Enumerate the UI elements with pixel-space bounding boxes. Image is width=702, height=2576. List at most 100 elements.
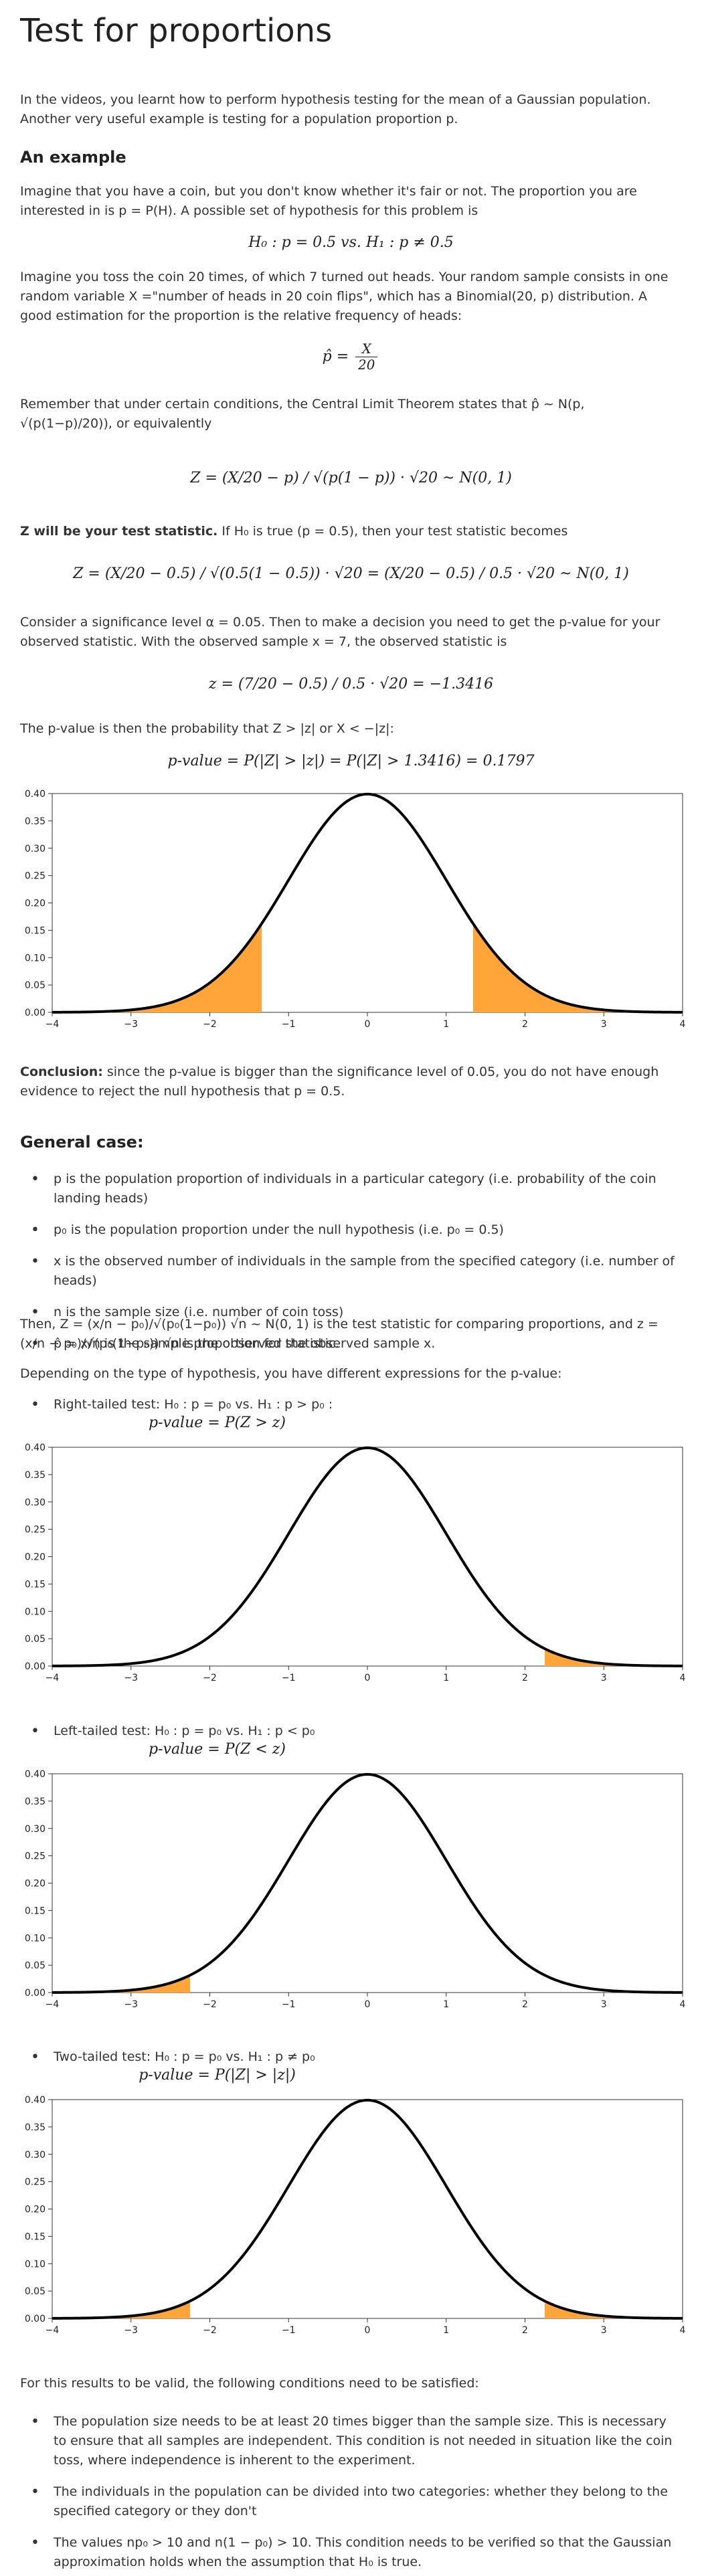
- x-tick-label: −3: [124, 1673, 138, 1683]
- y-tick-label: 0.00: [25, 1661, 46, 1672]
- shaded-region: [52, 923, 262, 1012]
- shaded-region: [52, 1975, 191, 1993]
- condition-item: The population size needs to be at least…: [20, 2412, 683, 2470]
- y-tick-label: 0.20: [25, 2205, 46, 2215]
- x-tick-label: −1: [282, 1673, 296, 1683]
- x-tick-label: 4: [680, 1999, 686, 2010]
- condition-item: The individuals in the population can be…: [20, 2482, 683, 2521]
- x-tick-label: −4: [46, 1019, 60, 1030]
- two-tailed-pvalue: p-value = P(|Z| > |z|): [139, 2067, 296, 2084]
- x-tick-label: −1: [282, 2325, 296, 2336]
- y-tick-label: 0.30: [25, 1824, 46, 1835]
- x-tick-label: −4: [46, 1673, 60, 1683]
- y-tick-label: 0.10: [25, 1606, 46, 1617]
- chart-svg-2: −4 −3 −2 −1 0 1 2 3 4 0.00 0.05 0.10 0.15 0.20 0.25 0.3…: [25, 1769, 686, 2010]
- y-tick-label: 0.05: [25, 1960, 46, 1971]
- chart-two-tailed-example: −4 −3 −2 −1 0 1 2 3 4 0.00 0.05 0.10 0.15 0.20 0.25 0.3…: [13, 788, 689, 1039]
- y-tick-label: 0.20: [25, 1879, 46, 1890]
- z-formula: Z = (X/20 − p) / √(p(1 − p)) · √20 ~ N(0…: [190, 470, 512, 486]
- example-text-5: Consider a significance level α = 0.05. …: [20, 615, 661, 649]
- x-tick-label: −2: [203, 1673, 217, 1683]
- general-heading: General case:: [20, 1133, 144, 1152]
- chart-svg-1: −4 −3 −2 −1 0 1 2 3 4 0.00 0.05 0.10 0.15 0.20 0.25 0.3…: [25, 1443, 686, 1683]
- phat-denominator: 20: [358, 357, 375, 373]
- pvalue-formula: p-value = P(|Z| > |z|) = P(|Z| > 1.3416)…: [167, 753, 535, 769]
- y-tick-label: 0.10: [25, 953, 46, 963]
- chart-left-tailed: −4 −3 −2 −1 0 1 2 3 4 0.00 0.05 0.10 0.15 0.20 0.25 0.3…: [13, 1768, 689, 2019]
- conclusion-text: Conclusion: since the p-value is bigger …: [20, 1063, 679, 1101]
- y-tick-label: 0.30: [25, 1497, 46, 1508]
- right-tailed-pvalue: p-value = P(Z > z): [149, 1414, 286, 1431]
- y-tick-label: 0.25: [25, 871, 46, 882]
- density-curve: [52, 792, 683, 1014]
- conditions-intro: For this results to be valid, the follow…: [20, 2376, 479, 2391]
- y-tick-label: 0.05: [25, 2286, 46, 2297]
- intro-text: In the videos, you learnt how to perform…: [20, 92, 651, 126]
- general-text-2: Depending on the type of hypothesis, you…: [20, 1366, 562, 1381]
- x-tick-label: 0: [365, 2325, 371, 2336]
- chart-two-tailed: −4 −3 −2 −1 0 1 2 3 4 0.00 0.05 0.10 0.15 0.20 0.25 0.3…: [13, 2094, 689, 2345]
- x-tick-label: −2: [203, 1019, 217, 1030]
- chart-svg-3: −4 −3 −2 −1 0 1 2 3 4 0.00 0.05 0.10 0.15 0.20 0.25 0.3…: [25, 2095, 686, 2336]
- general-item: p is the population proportion of indivi…: [20, 1170, 683, 1208]
- example-heading: An example: [20, 148, 126, 167]
- plot-frame: [52, 793, 683, 1013]
- x-tick-label: 1: [443, 1019, 449, 1030]
- x-tick-label: 1: [443, 1673, 449, 1683]
- shaded-region: [544, 1649, 683, 1666]
- x-tick-label: −1: [282, 1019, 296, 1030]
- conclusion-bold: Conclusion:: [20, 1065, 103, 1079]
- y-tick-label: 0.10: [25, 2259, 46, 2270]
- x-tick-label: −2: [203, 1999, 217, 2010]
- phat-numerator: X: [355, 341, 378, 357]
- y-tick-label: 0.05: [25, 1634, 46, 1645]
- x-tick-label: −3: [124, 1019, 138, 1030]
- y-tick-label: 0.25: [25, 1525, 46, 1536]
- y-tick-label: 0.20: [25, 1552, 46, 1563]
- y-tick-label: 0.15: [25, 925, 46, 936]
- shaded-region: [472, 923, 683, 1012]
- general-list: p is the population proportion of indivi…: [20, 1170, 683, 1366]
- x-tick-label: −3: [124, 2325, 138, 2336]
- phat-lhs: p̂ =: [322, 348, 349, 365]
- x-tick-label: −4: [46, 2325, 60, 2336]
- general-item: p₀ is the population proportion under th…: [20, 1220, 683, 1240]
- hypothesis-formula: H₀ : p = 0.5 vs. H₁ : p ≠ 0.5: [248, 234, 454, 251]
- y-tick-label: 0.20: [25, 899, 46, 909]
- left-tailed-label: Left-tailed test: H₀ : p = p₀ vs. H₁ : p…: [54, 1724, 315, 1738]
- density-curve: [52, 1446, 683, 1667]
- y-tick-label: 0.35: [25, 1797, 46, 1807]
- y-tick-label: 0.35: [25, 1470, 46, 1481]
- y-tick-label: 0.10: [25, 1933, 46, 1944]
- z-observed-formula: z = (7/20 − 0.5) / 0.5 · √20 = −1.3416: [208, 676, 494, 693]
- x-tick-label: 2: [522, 1673, 528, 1683]
- y-tick-label: 0.15: [25, 1579, 46, 1590]
- x-tick-label: 0: [365, 1019, 371, 1030]
- x-tick-label: 3: [601, 1019, 607, 1030]
- density-curve: [52, 1772, 683, 1994]
- x-tick-label: 4: [680, 1019, 686, 1030]
- y-tick-label: 0.30: [25, 2150, 46, 2160]
- shaded-region: [544, 2301, 683, 2318]
- example-text-4: Z will be your test statistic. If H₀ is …: [20, 522, 679, 541]
- y-tick-label: 0.00: [25, 1988, 46, 1999]
- y-tick-label: 0.35: [25, 816, 46, 827]
- example-text-6: The p-value is then the probability that…: [20, 721, 394, 736]
- y-tick-label: 0.40: [25, 2095, 46, 2106]
- x-tick-label: −2: [203, 2325, 217, 2336]
- conclusion-rest: since the p-value is bigger than the sig…: [20, 1065, 659, 1099]
- conditions-list: The population size needs to be at least…: [20, 2412, 683, 2576]
- y-tick-label: 0.15: [25, 1906, 46, 1916]
- y-tick-label: 0.35: [25, 2122, 46, 2133]
- y-tick-label: 0.25: [25, 2177, 46, 2188]
- two-tailed-label: Two-tailed test: H₀ : p = p₀ vs. H₁ : p …: [54, 2049, 315, 2064]
- x-tick-label: 3: [601, 2325, 607, 2336]
- bullet-dot: •: [31, 1723, 39, 1740]
- chart-right-tailed: −4 −3 −2 −1 0 1 2 3 4 0.00 0.05 0.10 0.15 0.20 0.25 0.3…: [13, 1442, 689, 1693]
- y-tick-label: 0.40: [25, 1769, 46, 1780]
- phat-formula: p̂ = X 20: [0, 341, 702, 373]
- x-tick-label: 0: [365, 1673, 371, 1683]
- x-tick-label: 1: [443, 1999, 449, 2010]
- x-tick-label: 4: [680, 1673, 686, 1683]
- y-tick-label: 0.05: [25, 980, 46, 991]
